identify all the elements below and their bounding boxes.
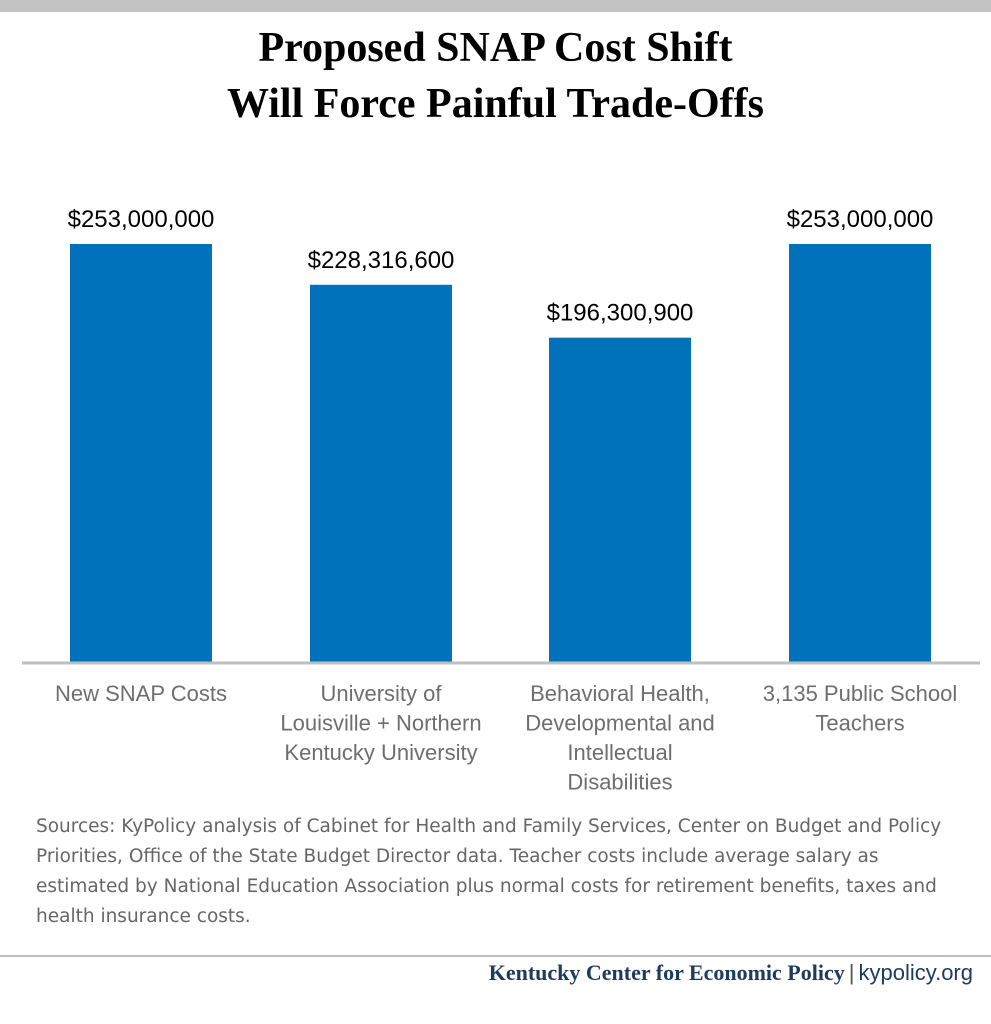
category-label-line: Developmental and (525, 711, 715, 736)
footer-separator: | (848, 960, 855, 985)
bar-4 (789, 244, 931, 662)
footer-org: Kentucky Center for Economic Policy (488, 960, 845, 985)
category-label-line: University of (320, 681, 442, 706)
category-label-2: University of Louisville + Northern Kentuc… (280, 681, 481, 765)
title-line-1: Proposed SNAP Cost Shift (258, 25, 733, 71)
category-label-line: Behavioral Health, (530, 681, 710, 706)
category-label-line: Louisville + Northern (280, 711, 481, 736)
footer: Kentucky Center for Economic Policy | kypo… (489, 958, 973, 988)
value-label-4: $253,000,000 (787, 206, 934, 233)
footer-divider (0, 955, 991, 957)
category-label-4: 3,135 Public School Teachers (763, 681, 957, 736)
bar-chart: $253,000,000 New SNAP Costs $228,316,600 Un… (22, 206, 980, 795)
bar-1 (70, 244, 212, 662)
chart-title: Proposed SNAP Cost Shift Will Force Pain… (0, 20, 991, 132)
category-label-1: New SNAP Costs (55, 681, 227, 706)
top-bar (0, 0, 991, 12)
footer-site-link[interactable]: kypolicy.org (858, 960, 973, 985)
category-label-3: Behavioral Health, Developmental and Intel… (525, 681, 715, 795)
category-label-line: Disabilities (567, 770, 672, 795)
category-label-line: Intellectual (567, 740, 672, 765)
value-label-3: $196,300,900 (547, 300, 694, 327)
source-note: Sources: KyPolicy analysis of Cabinet fo… (36, 816, 942, 927)
category-label-line: 3,135 Public School (763, 681, 957, 706)
title-line-2: Will Force Painful Trade-Offs (226, 81, 765, 127)
category-label-line: Teachers (815, 711, 904, 736)
value-label-2: $228,316,600 (308, 247, 455, 274)
bar-2 (310, 284, 452, 662)
category-label-line: Kentucky University (284, 740, 477, 765)
category-label-line: New SNAP Costs (55, 681, 227, 706)
value-label-1: $253,000,000 (68, 206, 215, 233)
bar-3 (549, 337, 691, 662)
